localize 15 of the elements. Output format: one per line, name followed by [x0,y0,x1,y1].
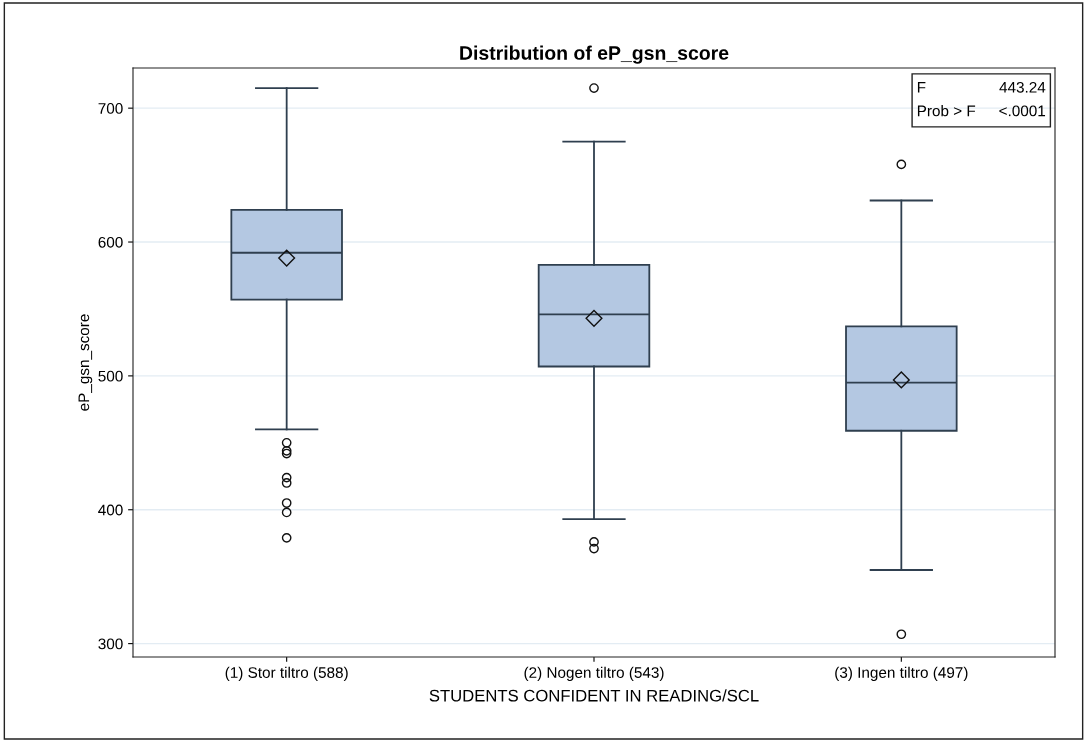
annotation: Prob > F [917,105,976,117]
annotation: 443.24 [999,81,1046,93]
annotation: <.0001 [999,105,1046,117]
y-tick-label: 500 [98,370,123,382]
y-tick-label: 300 [98,638,123,650]
annotation: F [917,82,926,93]
y-tick-label: 700 [98,103,123,114]
x-tick-label: (2) Nogen tiltro (543) [524,666,664,681]
x-tick-label: (3) Ingen tiltro (497) [835,666,968,681]
chart-title: Distribution of eP_gsn_score [460,45,729,64]
y-axis-title: eP_gsn_score [78,314,93,411]
y-tick-label: 600 [98,236,123,248]
x-axis-title: STUDENTS CONFIDENT IN READING/SCL [429,689,759,702]
x-tick-label: (1) Stor tiltro (588) [225,666,348,681]
y-tick-label: 400 [98,504,123,516]
